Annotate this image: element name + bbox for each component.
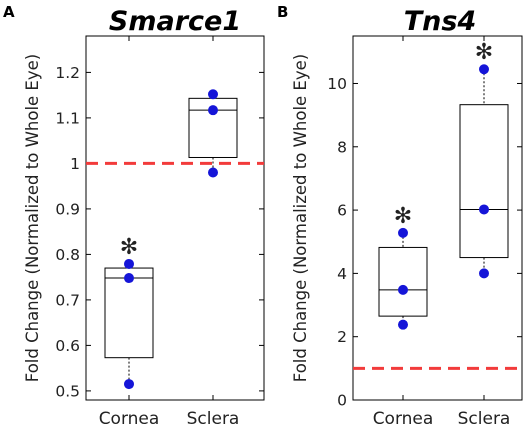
panel-a-marks: 0.5 0.6 0.7 0.8 0.9 1 1.1 1.2 Cornea Sclera ✻ bbox=[55, 36, 264, 429]
data-point bbox=[479, 64, 489, 75]
y-tick-label: 0.9 bbox=[55, 200, 80, 218]
y-tick-label: 1.2 bbox=[55, 64, 80, 82]
panel-b-title: Tns4 bbox=[404, 6, 477, 37]
panel-a-plot-area bbox=[85, 35, 265, 401]
y-tick-label: 0.6 bbox=[55, 337, 80, 355]
panel-b-label: B bbox=[277, 3, 288, 21]
y-tick-label: 0.7 bbox=[55, 291, 80, 309]
y-tick-label: 10 bbox=[327, 75, 347, 93]
significance-marker: ✻ bbox=[120, 235, 138, 260]
panel-b-y-axis-label: Fold Change (Normalized to Whole Eye) bbox=[291, 54, 310, 382]
box bbox=[459, 104, 509, 259]
y-tick-label: 2 bbox=[337, 328, 347, 346]
data-point bbox=[398, 227, 408, 238]
panel-a-y-axis-label: Fold Change (Normalized to Whole Eye) bbox=[23, 54, 42, 382]
data-point bbox=[479, 268, 489, 279]
y-tick-label: 0.5 bbox=[55, 382, 80, 400]
panel-b: B Tns4 Fold Change (Normalized to Whole … bbox=[277, 3, 523, 429]
y-tick-label: 1 bbox=[70, 155, 80, 173]
panel-a-label: A bbox=[3, 3, 15, 21]
y-tick-label: 8 bbox=[337, 138, 347, 156]
y-tick-label: 6 bbox=[337, 202, 347, 220]
data-point bbox=[479, 204, 489, 215]
data-point bbox=[124, 273, 134, 284]
data-point bbox=[208, 105, 218, 116]
panel-b-marks: 0 2 4 6 8 10 Cornea Sclera ✻ ✻ bbox=[327, 36, 522, 429]
box bbox=[378, 246, 428, 317]
y-tick-label: 1.1 bbox=[55, 109, 80, 127]
y-tick-label: 0.8 bbox=[55, 246, 80, 264]
x-category-label: Cornea bbox=[99, 409, 160, 429]
panel-b-plot-area bbox=[352, 35, 523, 401]
data-point bbox=[124, 379, 134, 390]
significance-marker: ✻ bbox=[475, 40, 493, 65]
y-tick-label: 0 bbox=[337, 392, 347, 410]
x-category-label: Sclera bbox=[458, 409, 511, 429]
panel-a: A Smarce1 Fold Change (Normalized to Who… bbox=[3, 3, 265, 429]
data-point bbox=[208, 89, 218, 100]
x-category-label: Sclera bbox=[187, 409, 240, 429]
data-point bbox=[208, 167, 218, 178]
data-point bbox=[124, 258, 134, 269]
significance-marker: ✻ bbox=[394, 204, 412, 229]
data-point bbox=[398, 284, 408, 295]
data-point bbox=[398, 319, 408, 330]
panel-a-title: Smarce1 bbox=[109, 6, 241, 37]
y-tick-label: 4 bbox=[337, 265, 347, 283]
x-category-label: Cornea bbox=[373, 409, 434, 429]
